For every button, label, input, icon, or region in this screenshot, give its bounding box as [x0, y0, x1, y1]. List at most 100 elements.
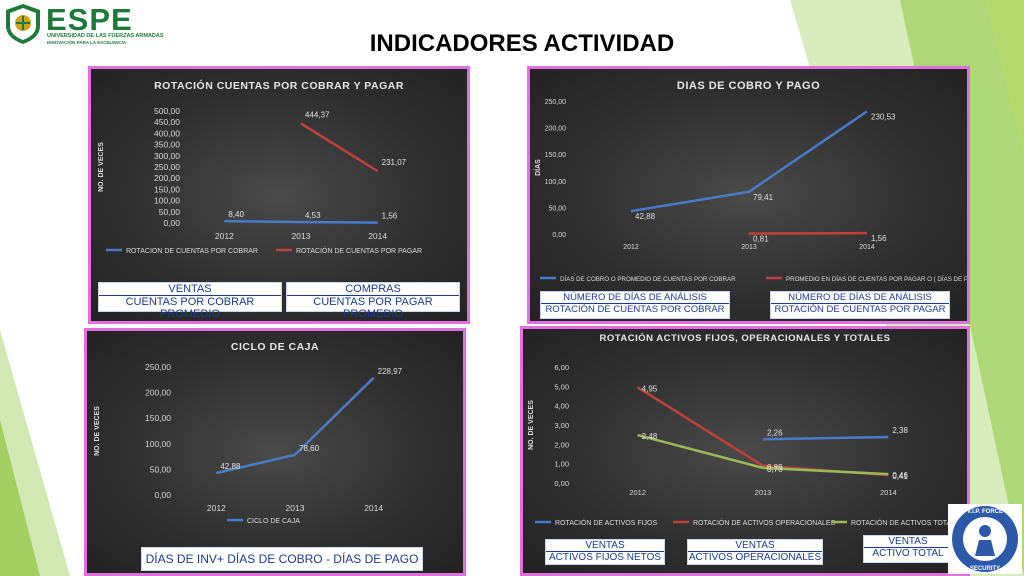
formula-collection-days: NÚMERO DE DÍAS DE ANÁLISIS ROTACIÓN DE C…: [540, 291, 730, 319]
y-tick-label: 100,00: [545, 179, 567, 186]
y-tick-label: 250,00: [145, 362, 171, 372]
legend-label: ROTACIÓN DE CUENTAS POR PAGAR: [296, 246, 422, 255]
y-tick-label: 50,00: [159, 207, 181, 217]
legend-label: DÍAS DE COBRO O PROMEDIO DE CUENTAS POR …: [560, 276, 736, 283]
series-line: [216, 376, 375, 475]
formula-denominator: ACTIVOS OPERACIONALES: [688, 552, 822, 563]
formula-numerator: NÚMERO DE DÍAS DE ANÁLISIS: [541, 292, 729, 304]
formula-operational-assets-rotation: VENTAS ACTIVOS OPERACIONALES: [687, 539, 823, 565]
y-tick-label: 5,00: [554, 382, 569, 391]
formula-total-assets-rotation: VENTAS ACTIVO TOTAL: [863, 535, 953, 563]
series-line: [637, 386, 889, 477]
x-tick-label: 2012: [215, 231, 234, 241]
data-label: 42,88: [635, 212, 656, 221]
legend-label: ROTACION DE CUENTAS POR COBRAR: [126, 248, 258, 255]
data-label: 2,26: [767, 428, 783, 437]
data-label: 1,56: [382, 212, 398, 221]
y-tick-label: 350,00: [154, 140, 180, 150]
data-label: 2,48: [642, 432, 658, 441]
badge-lettering: SECURITY: [970, 566, 1000, 572]
data-label: 0,46: [892, 471, 908, 480]
formula-payment-days: NÚMERO DE DÍAS DE ANÁLISIS ROTACIÓN DE C…: [770, 291, 950, 319]
chart-panel-assets-rotation: ROTACIÓN ACTIVOS FIJOS, OPERACIONALES Y …: [520, 326, 970, 576]
data-label: 42,88: [220, 462, 241, 471]
y-tick-label: 200,00: [145, 388, 171, 398]
formula-payables-rotation: COMPRAS CUENTAS POR PAGAR PROMEDIO: [286, 282, 460, 320]
formula-denominator: ACTIVO TOTAL: [872, 548, 944, 559]
y-tick-label: 0,00: [154, 490, 171, 500]
formula-denominator: ROTACIÓN DE CUENTAS POR COBRAR: [545, 304, 725, 315]
series-line: [637, 433, 889, 476]
chart-receivables-payables-rotation: ROTACIÓN CUENTAS POR COBRAR Y PAGAR NO. D…: [98, 79, 422, 255]
y-tick-label: 50,00: [150, 464, 172, 474]
data-label: 2,38: [892, 426, 908, 435]
legend-label: PROMEDIO EN DÍAS DE CUENTAS POR PAGAR O …: [786, 276, 967, 283]
chart-title: DIAS DE COBRO Y PAGO: [677, 80, 820, 92]
x-tick-label: 2014: [364, 503, 383, 513]
y-tick-label: 4,00: [554, 402, 569, 411]
data-label: 0,41: [892, 472, 908, 481]
chart-cash-cycle: CICLO DE CAJA NO. DE VECES 0,00 50,00 100,00…: [94, 341, 403, 525]
chart-panel-receivables-payables: ROTACIÓN CUENTAS POR COBRAR Y PAGAR NO. D…: [88, 66, 470, 324]
y-tick-label: 0,00: [554, 479, 569, 488]
chart-panel-collection-payment-days: DIAS DE COBRO Y PAGO DÍAS 0,00 50,00 100,00 1…: [527, 66, 970, 324]
legend-label: ROTACIÓN DE ACTIVOS TOTALES: [851, 518, 965, 527]
y-axis-label: NO. DE VECES: [528, 400, 535, 450]
series-line: [300, 122, 379, 173]
legend-label: CICLO DE CAJA: [247, 518, 300, 525]
y-tick-label: 300,00: [154, 151, 180, 161]
y-tick-label: 500,00: [154, 106, 180, 116]
y-tick-label: 6,00: [554, 363, 569, 372]
formula-numerator: VENTAS: [688, 540, 822, 552]
x-tick-label: 2013: [292, 231, 311, 241]
x-tick-label: 2012: [623, 244, 639, 251]
chart-panel-cash-cycle: CICLO DE CAJA NO. DE VECES 0,00 50,00 100,00…: [84, 328, 466, 576]
y-tick-label: 2,00: [554, 440, 569, 449]
y-tick-label: 0,00: [163, 218, 180, 228]
formula-denominator: ACTIVOS FIJOS NETOS: [548, 552, 662, 563]
y-tick-label: 100,00: [145, 439, 171, 449]
data-label: 4,53: [305, 211, 321, 220]
y-tick-label: 250,00: [154, 162, 180, 172]
x-tick-label: 2012: [629, 488, 646, 497]
x-tick-label: 2014: [368, 231, 387, 241]
data-label: 78,60: [299, 444, 320, 453]
logo-subtitle: UNIVERSIDAD DE LAS FUERZAS ARMADAS: [47, 33, 164, 39]
logo-tagline: INNOVACIÓN PARA LA EXCELENCIA: [47, 40, 127, 45]
espe-logo: ESPE UNIVERSIDAD DE LAS FUERZAS ARMADAS …: [2, 2, 170, 48]
x-tick-label: 2013: [286, 503, 305, 513]
x-tick-label: 2013: [755, 488, 772, 497]
data-label: 79,41: [753, 193, 774, 202]
legend-label: ROTACIÓN DE ACTIVOS OPERACIONALES: [693, 518, 836, 527]
x-tick-label: 2012: [207, 503, 226, 513]
data-label: 0,81: [753, 235, 769, 244]
formula-text: DÍAS DE INV+ DÍAS DE COBRO - DÍAS DE PAG…: [145, 552, 419, 566]
formula-cash-cycle: DÍAS DE INV+ DÍAS DE COBRO - DÍAS DE PAG…: [141, 547, 423, 571]
data-label: 228,97: [378, 367, 403, 376]
chart-collection-payment-days: DIAS DE COBRO Y PAGO DÍAS 0,00 50,00 100,00 1…: [533, 80, 967, 283]
vip-force-security-badge-icon: V.I.P. FORCE SECURITY: [948, 504, 1022, 574]
formula-numerator: VENTAS: [546, 540, 664, 552]
series-line: [630, 110, 868, 213]
legend-label: ROTACIÓN DE ACTIVOS FIJOS: [555, 518, 657, 527]
y-axis-label: DÍAS: [533, 159, 542, 176]
y-tick-label: 400,00: [154, 128, 180, 138]
x-tick-label: 2014: [880, 488, 897, 497]
page-title: INDICADORES ACTIVIDAD: [369, 30, 675, 57]
series-line: [762, 435, 889, 441]
y-tick-label: 250,00: [545, 99, 567, 106]
y-tick-label: 150,00: [545, 152, 567, 159]
data-label: 230,53: [871, 112, 896, 121]
data-label: 8,40: [228, 210, 244, 219]
y-tick-label: 100,00: [154, 196, 180, 206]
formula-numerator: VENTAS: [99, 283, 281, 296]
chart-title: CICLO DE CAJA: [231, 341, 319, 353]
y-tick-label: 450,00: [154, 117, 180, 127]
y-tick-label: 1,00: [554, 460, 569, 469]
x-tick-label: 2013: [741, 244, 757, 251]
y-tick-label: 50,00: [548, 205, 566, 212]
y-axis-label: NO. DE VECES: [94, 406, 101, 456]
data-label: 1,56: [871, 234, 887, 243]
y-axis-label: NO. DE VECES: [98, 142, 105, 192]
formula-numerator: COMPRAS: [287, 283, 459, 296]
